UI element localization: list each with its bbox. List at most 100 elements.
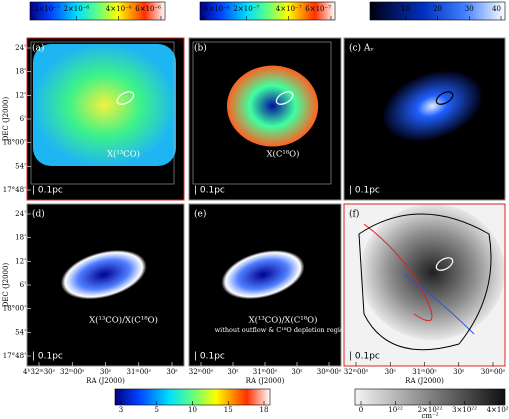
- panel-caption: without outflow & C¹⁸O depletion regions: [215, 326, 352, 334]
- y-tick-label: 24': [15, 210, 26, 218]
- map-blob: [382, 70, 483, 142]
- y-tick-label: 54': [15, 162, 26, 170]
- y-tick-label: 12': [15, 91, 26, 99]
- y-tick-label: 54': [15, 328, 26, 336]
- x-tick-label: 30ˢ: [453, 368, 465, 376]
- zoom-box: [30, 41, 175, 185]
- x-tick-label: 31ᵐ00ˢ: [412, 368, 437, 376]
- colorbar-tick-label: 18: [260, 406, 269, 414]
- outflow-contour: [403, 273, 475, 335]
- colorbar-tick-label: 6×10⁻⁶: [135, 5, 161, 13]
- y-tick-label: 6': [20, 115, 26, 123]
- colorbar-tick-label: 20: [433, 5, 442, 13]
- y-axis-label: DEC (J2000): [2, 263, 10, 308]
- y-tick-label: 18': [15, 68, 26, 76]
- y-tick-label: 18°00': [3, 305, 26, 313]
- colorbar-tick-label: 3: [119, 406, 123, 414]
- contour: [358, 213, 492, 351]
- panel-frame: [343, 37, 506, 201]
- colorbar-tick-label: 4×10²²: [487, 406, 509, 414]
- y-tick-label: 18°00': [3, 139, 26, 147]
- panel-caption: X(¹³CO): [107, 149, 140, 160]
- map-blob: [33, 44, 176, 166]
- colorbar-tick-label: 30: [465, 5, 474, 13]
- panel-caption: X(C¹⁸O): [267, 149, 300, 160]
- map-panel: (f) | 0.1pc: [343, 203, 506, 367]
- colorbar-tick-label: 4×10⁻⁷: [276, 5, 302, 13]
- x-tick-label: 30ᵐ00ˢ: [317, 368, 342, 376]
- panel-caption: X(¹³CO)/X(C¹⁸O): [89, 315, 158, 326]
- x-tick-label: 32ᵐ00ˢ: [189, 368, 214, 376]
- panel-caption: X(¹³CO)/X(C¹⁸O): [249, 315, 318, 326]
- panel-label: (e): [194, 209, 206, 220]
- colorbar-tick-label: 3×10²²: [452, 406, 477, 414]
- colorbar-unit: cm⁻²: [421, 412, 438, 419]
- x-tick-label: 32ᵐ00ˢ: [60, 368, 85, 376]
- x-tick-label: 30ˢ: [227, 368, 239, 376]
- colorbar-tick-label: 10²²: [388, 406, 403, 414]
- colorbar-tick-label: 4×10⁻⁶: [106, 5, 132, 13]
- colorbar-tick-label: 2×10⁻⁶: [63, 5, 89, 13]
- scale-bar: | 0.1pc: [349, 186, 380, 196]
- x-tick-label: 31ᵐ00ˢ: [127, 368, 152, 376]
- colorbar-tick-label: 6×10⁻⁸: [204, 5, 230, 13]
- scale-bar: | 0.1pc: [194, 352, 225, 362]
- colorbar: [199, 1, 336, 21]
- x-tick-label: 30ˢ: [166, 368, 178, 376]
- y-tick-label: 17°48': [3, 352, 26, 360]
- colorbar-tick-label: 6×10⁻⁷: [305, 5, 331, 13]
- colorbar-tick-label: 10: [188, 406, 197, 414]
- map-blob: [227, 65, 319, 147]
- map-panel: (e) X(¹³CO)/X(C¹⁸O)without outflow & C¹⁸O…: [188, 203, 352, 367]
- panel-label: (f): [349, 209, 359, 220]
- map-blob: [360, 204, 505, 341]
- scale-bar: | 0.1pc: [32, 352, 63, 362]
- scale-bar: | 0.1pc: [349, 352, 380, 362]
- map-blob: [60, 249, 147, 300]
- panel-label: (b): [194, 43, 207, 54]
- colorbar-tick-label: 2×10²²: [418, 406, 443, 414]
- panel-label: (c) Aᵥ: [349, 43, 374, 54]
- map-panel: (b) X(C¹⁸O) | 0.1pc: [188, 37, 342, 201]
- core-marker: [275, 91, 294, 105]
- colorbar: [29, 1, 166, 21]
- zoom-box: [192, 41, 332, 185]
- x-axis-label: RA (J2000): [246, 377, 285, 385]
- x-axis-label: RA (J2000): [405, 377, 444, 385]
- outflow-contour: [363, 223, 433, 322]
- colorbar-tick-label: 2×10⁻⁷: [233, 5, 259, 13]
- y-tick-label: 12': [15, 257, 26, 265]
- map-panel: (a) X(¹³CO) | 0.1pc: [26, 37, 185, 201]
- panel-label: (a): [32, 43, 44, 54]
- scale-bar: | 0.1pc: [32, 186, 63, 196]
- x-tick-label: 30ˢ: [385, 368, 397, 376]
- x-tick-label: 30ˢ: [100, 368, 112, 376]
- map-panel: (d) X(¹³CO)/X(C¹⁸O) | 0.1pc: [26, 203, 185, 367]
- y-tick-label: 24': [15, 44, 26, 52]
- colorbar-tick-label: 0: [374, 5, 378, 13]
- x-tick-label: 31ᵐ00ˢ: [253, 368, 278, 376]
- y-tick-label: 18': [15, 234, 26, 242]
- y-tick-label: 17°48': [3, 186, 26, 194]
- core-marker: [435, 257, 454, 271]
- core-marker: [435, 91, 454, 105]
- core-marker: [116, 91, 135, 105]
- x-tick-label: 32ᵐ00ˢ: [344, 368, 369, 376]
- colorbar-tick-label: 15: [224, 406, 233, 414]
- panel-frame: [188, 37, 342, 201]
- colorbar-tick-label: 40: [492, 5, 501, 13]
- colorbar-tick-label: 0: [359, 406, 363, 414]
- x-tick-label: 30ˢ: [291, 368, 303, 376]
- colorbar-tick-label: 5: [155, 406, 159, 414]
- y-tick-label: 6': [20, 281, 26, 289]
- map-panel: (c) Aᵥ | 0.1pc: [343, 37, 506, 201]
- scale-bar: | 0.1pc: [194, 186, 225, 196]
- y-axis-label: DEC (J2000): [2, 97, 10, 142]
- colorbar-tick-label: 3×10⁻⁷: [34, 5, 60, 13]
- panel-label: (d): [32, 209, 45, 220]
- map-blob: [221, 250, 305, 300]
- x-tick-label: 4ʰ32ᵐ30ˢ: [23, 368, 56, 376]
- x-tick-label: 30ᵐ00ˢ: [481, 368, 506, 376]
